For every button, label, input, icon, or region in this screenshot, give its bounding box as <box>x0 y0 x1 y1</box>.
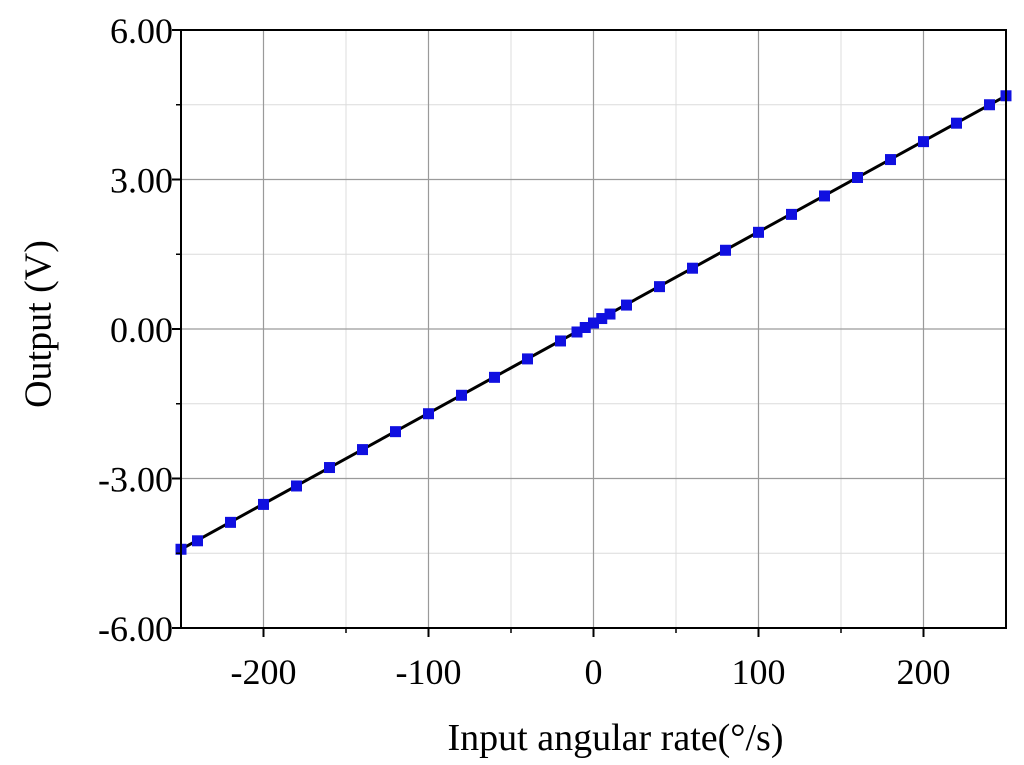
axis-ticks <box>172 29 925 637</box>
data-point <box>456 389 467 401</box>
data-point <box>819 190 830 202</box>
data-point <box>918 136 929 148</box>
data-point <box>225 516 236 528</box>
x-tick-label: -200 <box>231 652 297 692</box>
data-point <box>291 480 302 492</box>
data-point <box>357 444 368 456</box>
data-point <box>984 99 995 111</box>
x-tick-labels: -200 -100 0 100 200 <box>231 652 951 692</box>
data-point <box>423 408 434 420</box>
major-grid <box>181 30 1006 628</box>
y-tick-labels: -6.00 -3.00 0.00 3.00 6.00 <box>98 11 173 649</box>
data-point <box>522 353 533 365</box>
data-point <box>951 117 962 129</box>
y-tick-label: -3.00 <box>98 460 173 500</box>
data-points <box>175 90 1012 555</box>
data-point <box>192 535 203 547</box>
data-point <box>258 498 269 510</box>
data-point <box>489 371 500 383</box>
data-point <box>720 244 731 256</box>
x-axis-title: Input angular rate(°/s) <box>448 717 784 759</box>
data-point <box>604 308 616 320</box>
data-point <box>571 326 583 338</box>
x-tick-label: 200 <box>897 652 951 692</box>
x-tick-label: 100 <box>732 652 786 692</box>
data-point <box>555 335 566 347</box>
data-point <box>390 426 401 438</box>
data-point <box>654 281 665 293</box>
y-axis-title: Output (V) <box>18 240 60 408</box>
y-tick-label: -6.00 <box>98 609 173 649</box>
data-point <box>786 208 797 220</box>
data-point <box>687 262 698 274</box>
x-tick-label: 0 <box>585 652 603 692</box>
data-point <box>753 226 764 238</box>
data-point <box>596 313 608 325</box>
data-point <box>588 317 599 329</box>
data-point <box>885 154 896 166</box>
data-point <box>621 299 632 311</box>
y-tick-label: 3.00 <box>110 161 173 201</box>
x-tick-label: -100 <box>396 652 462 692</box>
y-tick-label: 6.00 <box>110 11 173 51</box>
data-point <box>852 172 863 184</box>
data-point <box>324 462 335 474</box>
data-point <box>579 322 591 334</box>
y-tick-label: 0.00 <box>110 310 173 350</box>
